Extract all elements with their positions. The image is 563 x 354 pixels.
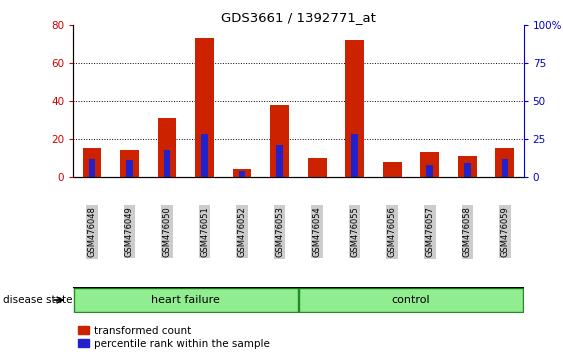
Bar [126, 160, 133, 177]
Text: GSM476051: GSM476051 [200, 206, 209, 257]
Text: GSM476048: GSM476048 [87, 206, 96, 257]
Text: GSM476054: GSM476054 [312, 206, 321, 257]
Text: heart failure: heart failure [151, 295, 220, 305]
Text: disease state: disease state [3, 295, 72, 305]
Bar [351, 135, 358, 177]
Text: GSM476052: GSM476052 [238, 206, 247, 257]
Bar [383, 162, 401, 177]
Bar [233, 170, 252, 177]
Title: GDS3661 / 1392771_at: GDS3661 / 1392771_at [221, 11, 376, 24]
Text: GSM476059: GSM476059 [501, 206, 510, 257]
Bar [502, 159, 508, 177]
Bar [195, 38, 214, 177]
Legend: transformed count, percentile rank within the sample: transformed count, percentile rank withi… [78, 326, 270, 349]
Bar [120, 150, 139, 177]
Text: GSM476057: GSM476057 [425, 206, 434, 257]
Bar [458, 156, 477, 177]
Bar [164, 150, 171, 177]
Text: GSM476055: GSM476055 [350, 206, 359, 257]
Bar [276, 145, 283, 177]
Text: GSM476058: GSM476058 [463, 206, 472, 257]
FancyBboxPatch shape [74, 288, 298, 312]
Bar [158, 118, 176, 177]
Bar [464, 163, 471, 177]
Bar [202, 135, 208, 177]
Text: control: control [392, 295, 430, 305]
Bar [345, 40, 364, 177]
Bar [89, 159, 95, 177]
FancyBboxPatch shape [299, 288, 523, 312]
Bar [308, 158, 327, 177]
Bar [270, 105, 289, 177]
Bar [427, 165, 433, 177]
Bar [421, 152, 439, 177]
Bar [239, 171, 245, 177]
Text: GSM476053: GSM476053 [275, 206, 284, 257]
Text: GSM476050: GSM476050 [163, 206, 172, 257]
Bar [83, 148, 101, 177]
Text: GSM476056: GSM476056 [388, 206, 397, 257]
Bar [495, 148, 514, 177]
Text: GSM476049: GSM476049 [125, 206, 134, 257]
